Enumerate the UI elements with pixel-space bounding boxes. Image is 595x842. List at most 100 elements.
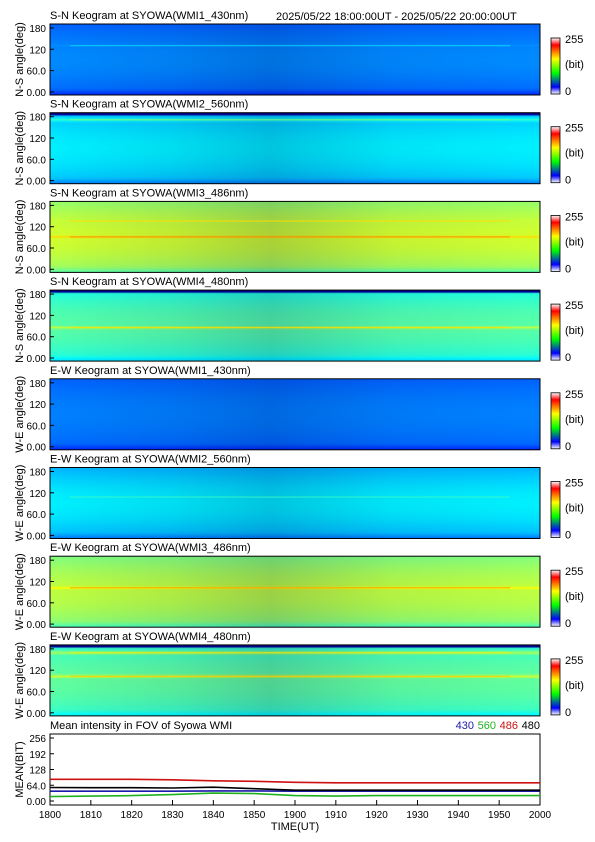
y-axis-label: W-E angle(deg) (14, 376, 26, 453)
keogram-shading (50, 644, 540, 716)
y-tick-label: 180 (29, 290, 46, 301)
x-tick-label: 1930 (406, 810, 429, 821)
x-tick-label: 1800 (39, 810, 62, 821)
y-tick-label: 180 (29, 113, 46, 124)
colorbar-min-label: 0 (565, 352, 571, 364)
y-axis-label: W-E angle(deg) (14, 465, 26, 542)
keogram-panel: S-N Keogram at SYOWA(WMI3_486nm) 180 120 60… (14, 187, 584, 276)
colorbar-max-label: 255 (565, 34, 583, 46)
x-tick-label: 1810 (80, 810, 103, 821)
colorbar (550, 126, 561, 184)
colorbar-max-label: 255 (565, 300, 583, 312)
keogram-panels: S-N Keogram at SYOWA(WMI1_430nm) 180 120 60… (14, 10, 584, 720)
series-line-486 (50, 778, 540, 784)
y-axis-label: N-S angle(deg) (14, 288, 26, 363)
x-axis-label: TIME(UT) (271, 821, 319, 833)
y-axis-label: MEAN(BIT) (14, 741, 26, 797)
colorbar-min-label: 0 (565, 530, 571, 542)
y-tick-label: 120 (29, 400, 46, 411)
x-tick-label: 1820 (121, 810, 144, 821)
keogram-panel: E-W Keogram at SYOWA(WMI3_486nm) 180 120 60… (14, 542, 584, 631)
panel-frame (49, 23, 541, 96)
panel-title: S-N Keogram at SYOWA(WMI3_486nm) (50, 187, 248, 199)
x-tick-label: 1900 (284, 810, 307, 821)
panel-title: E-W Keogram at SYOWA(WMI1_430nm) (50, 365, 251, 377)
colorbar-max-label: 255 (565, 123, 583, 135)
x-tick-label: 1910 (325, 810, 348, 821)
colorbar-unit-label: (bit) (565, 59, 584, 71)
colorbar-max-label: 255 (565, 389, 583, 401)
y-tick-label: 60.0 (27, 155, 47, 166)
keogram-panel: S-N Keogram at SYOWA(WMI4_480nm) 180 120 60… (14, 276, 584, 365)
panel-frame (49, 467, 541, 539)
colorbar-unit-label: (bit) (565, 236, 584, 248)
panel-frame (49, 112, 541, 185)
y-tick-label: 180 (29, 468, 46, 479)
colorbar-min-label: 0 (565, 441, 571, 453)
y-tick-label: 60.0 (27, 333, 47, 344)
y-tick-label: 120 (29, 489, 46, 500)
keogram-panel: E-W Keogram at SYOWA(WMI2_560nm) 180 120 60… (14, 454, 584, 543)
y-tick-label: 180 (29, 645, 46, 656)
panel-frame (49, 555, 541, 628)
y-tick-label: 192 (29, 750, 46, 761)
panel-frame (49, 289, 541, 362)
y-tick-label: 128 (29, 766, 46, 777)
chart-plot-area (49, 733, 541, 806)
colorbar-min-label: 0 (565, 175, 571, 187)
colorbar-unit-label: (bit) (565, 503, 584, 515)
y-tick-label: 0.00 (27, 354, 47, 365)
y-tick-label: 0.00 (27, 88, 47, 99)
series-line-560 (49, 792, 540, 798)
colorbar (550, 392, 561, 450)
y-tick-label: 0.00 (27, 531, 47, 542)
chart-title: Mean intensity in FOV of Syowa WMI (50, 720, 232, 732)
keogram-panel: S-N Keogram at SYOWA(WMI2_560nm) 180 120 60… (14, 99, 584, 188)
colorbar-unit-label: (bit) (565, 414, 584, 426)
colorbar-unit-label: (bit) (565, 325, 584, 337)
panel-frame (49, 200, 541, 273)
y-tick-label: 64.0 (27, 781, 47, 792)
y-tick-label: 0.00 (27, 709, 47, 720)
y-tick-label: 60.0 (27, 421, 47, 432)
keogram-shading (50, 24, 540, 95)
y-tick-label: 120 (29, 666, 46, 677)
y-tick-label: 120 (29, 223, 46, 234)
panel-title: E-W Keogram at SYOWA(WMI3_486nm) (50, 542, 251, 554)
y-tick-label: 0.00 (27, 797, 47, 808)
y-axis-label: W-E angle(deg) (14, 553, 26, 630)
y-tick-label: 256 (29, 734, 46, 745)
legend-series-name: 560 (478, 720, 496, 732)
panel-title: S-N Keogram at SYOWA(WMI1_430nm) (50, 10, 248, 22)
colorbar-min-label: 0 (565, 86, 571, 98)
x-tick-label: 1840 (202, 810, 225, 821)
keogram-shading (50, 112, 540, 184)
y-tick-label: 180 (29, 201, 46, 212)
colorbar (550, 214, 561, 272)
y-tick-label: 60.0 (27, 599, 47, 610)
y-axis-label: N-S angle(deg) (14, 200, 26, 275)
colorbar-unit-label: (bit) (565, 148, 584, 160)
panel-frame (49, 378, 541, 451)
colorbar-min-label: 0 (565, 707, 571, 719)
y-tick-label: 120 (29, 45, 46, 56)
y-tick-label: 60.0 (27, 510, 47, 521)
colorbar (550, 569, 561, 627)
keogram-panel: S-N Keogram at SYOWA(WMI1_430nm) 180 120 60… (14, 10, 584, 99)
panel-title: E-W Keogram at SYOWA(WMI4_480nm) (50, 631, 251, 643)
colorbar-min-label: 0 (565, 263, 571, 275)
colorbar (550, 37, 561, 95)
y-tick-label: 60.0 (27, 244, 47, 255)
legend-series-name: 486 (500, 720, 518, 732)
x-tick-label: 1830 (161, 810, 184, 821)
legend-series-name: 480 (522, 720, 540, 732)
colorbar-max-label: 255 (565, 655, 583, 667)
y-tick-label: 0.00 (27, 177, 47, 188)
y-axis-label: N-S angle(deg) (14, 111, 26, 186)
y-tick-label: 60.0 (27, 67, 47, 78)
colorbar-unit-label: (bit) (565, 591, 584, 603)
colorbar-min-label: 0 (565, 618, 571, 630)
y-tick-label: 0.00 (27, 620, 47, 631)
panel-frame (49, 644, 541, 717)
